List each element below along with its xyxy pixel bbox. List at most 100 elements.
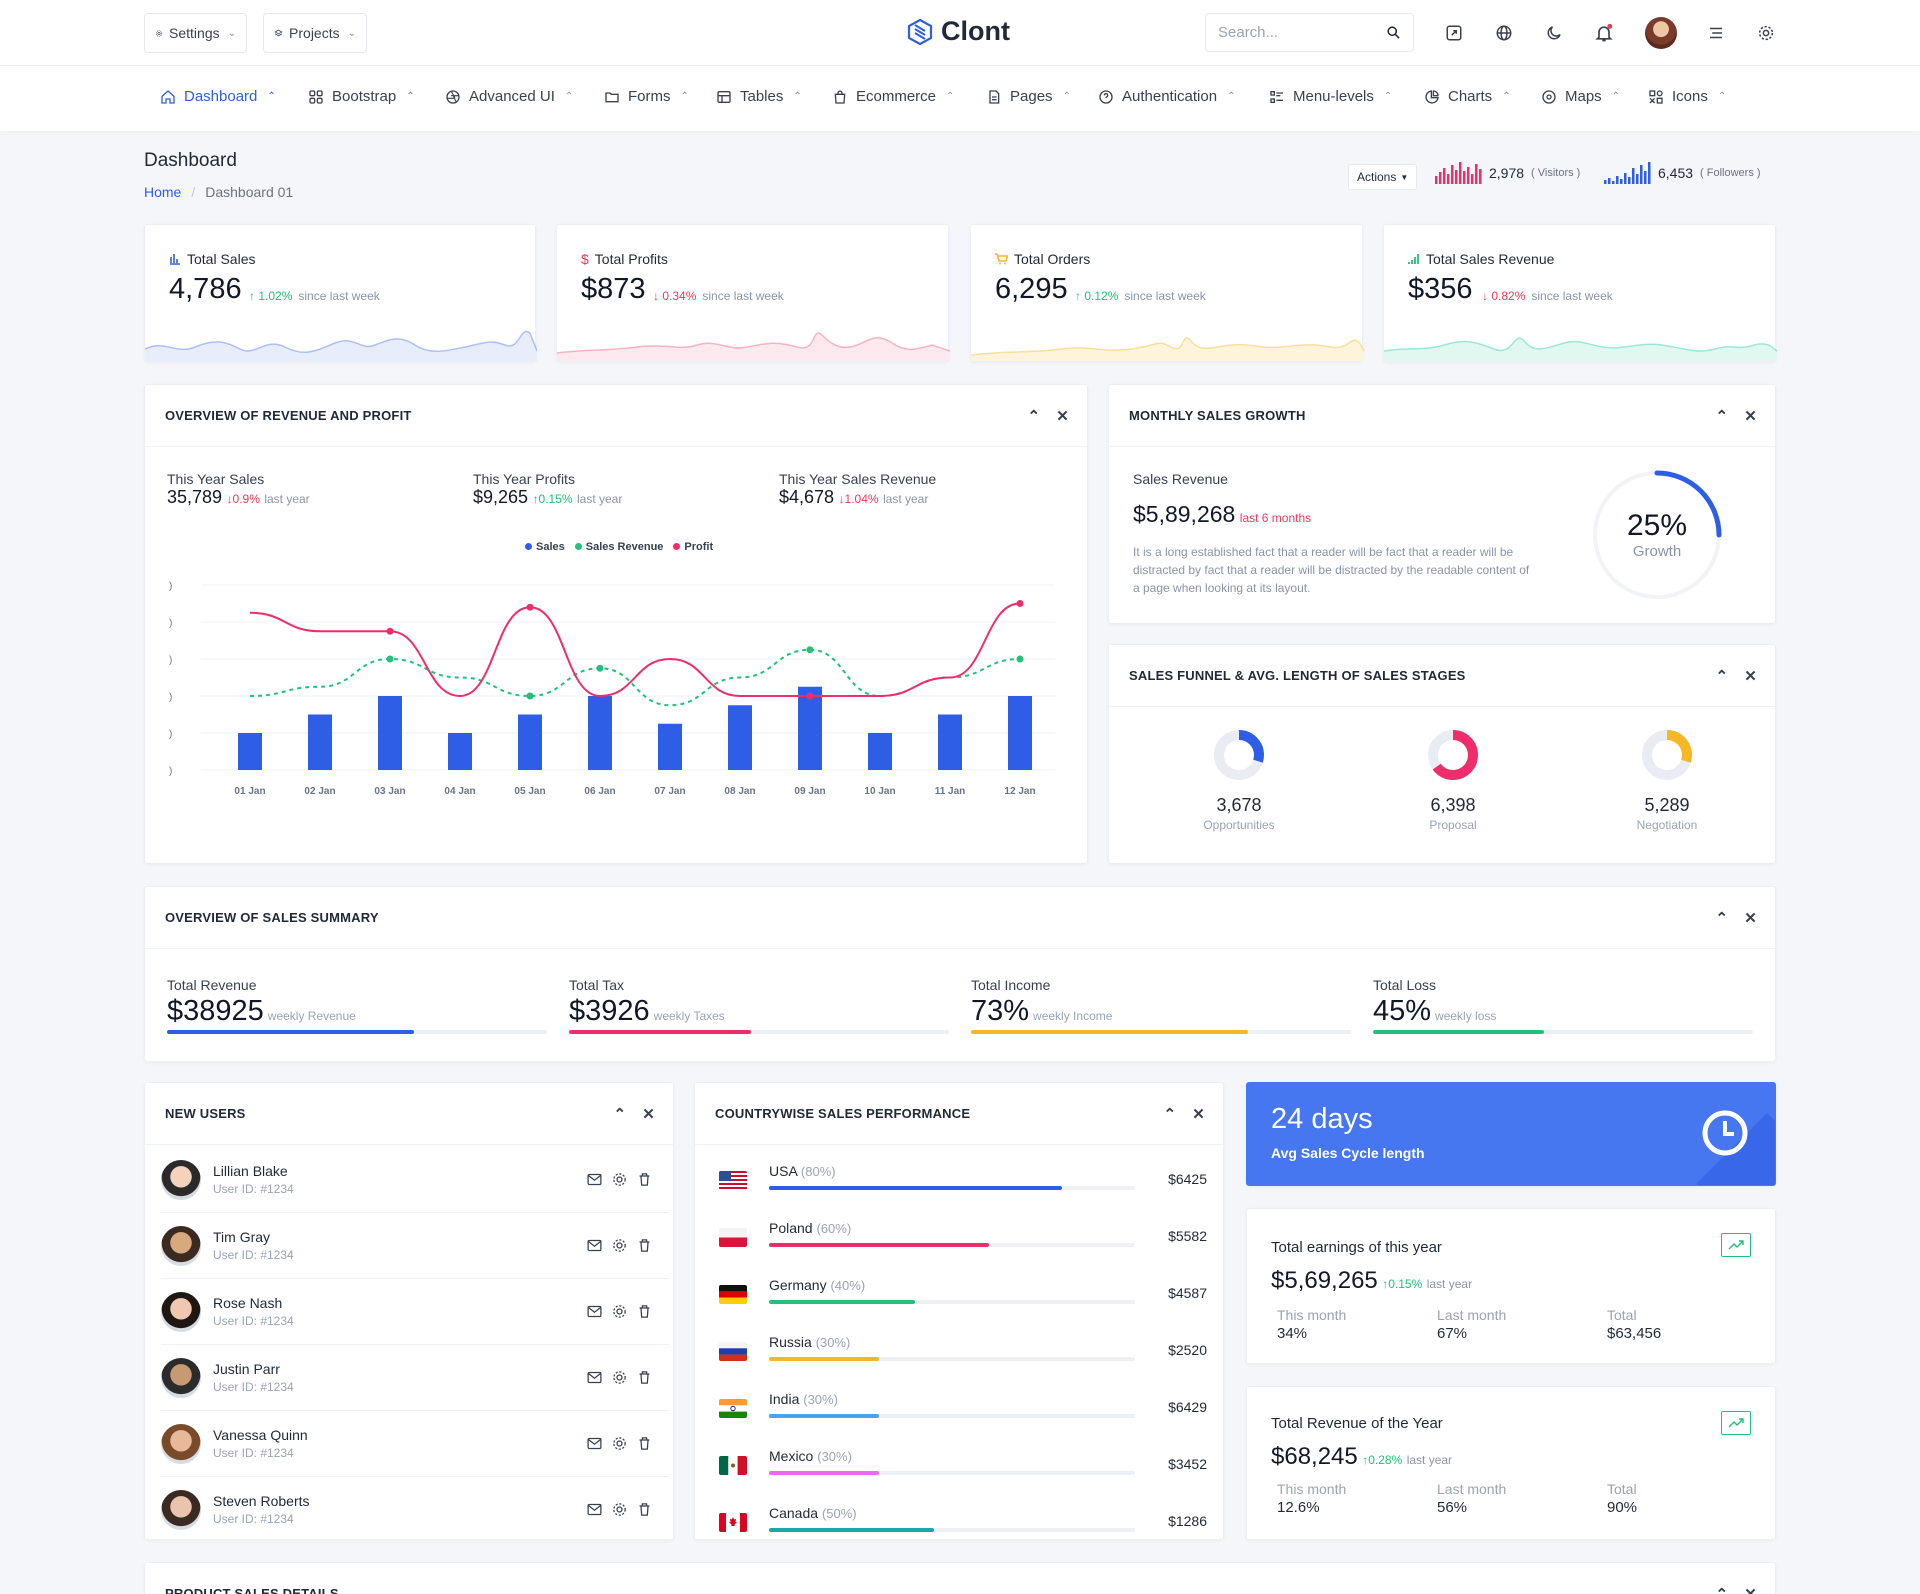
bar-sales[interactable]	[308, 714, 332, 771]
menu-icon[interactable]	[1703, 20, 1729, 46]
line-point[interactable]	[806, 646, 814, 654]
mail-icon[interactable]	[586, 1303, 603, 1320]
nav-forms[interactable]: Forms ⌃	[604, 88, 689, 105]
bell-icon[interactable]	[1591, 20, 1617, 46]
nav-menu-levels[interactable]: Menu-levels ⌃	[1269, 88, 1392, 105]
trend-button[interactable]	[1721, 1411, 1751, 1435]
mail-icon[interactable]	[586, 1501, 603, 1518]
close-icon[interactable]: ✕	[1744, 668, 1757, 685]
country-row[interactable]: India (30%) $6429	[715, 1383, 1207, 1440]
trash-icon[interactable]	[636, 1171, 653, 1188]
line-point[interactable]	[526, 692, 534, 700]
bar-sales[interactable]	[938, 714, 962, 771]
line-point[interactable]	[526, 603, 534, 611]
trash-icon[interactable]	[636, 1435, 653, 1452]
close-icon[interactable]: ✕	[1744, 1585, 1757, 1594]
bar-sales[interactable]	[518, 714, 542, 771]
nav-charts[interactable]: Charts ⌃	[1424, 88, 1511, 105]
user-avatar[interactable]	[161, 1423, 201, 1464]
legend-sales[interactable]: Sales	[525, 541, 565, 553]
country-row[interactable]: USA (80%) $6425	[715, 1155, 1207, 1212]
trash-icon[interactable]	[636, 1237, 653, 1254]
bar-sales[interactable]	[798, 686, 822, 770]
country-row[interactable]: Mexico (30%) $3452	[715, 1440, 1207, 1497]
mail-icon[interactable]	[586, 1435, 603, 1452]
brand-logo[interactable]: Clont	[907, 16, 1010, 47]
collapse-icon[interactable]: ⌃	[1027, 408, 1041, 425]
close-icon[interactable]: ✕	[1744, 408, 1757, 425]
search-icon[interactable]	[1386, 25, 1401, 40]
collapse-icon[interactable]: ⌃	[1715, 910, 1729, 927]
collapse-icon[interactable]: ⌃	[1715, 668, 1729, 685]
trend-button[interactable]	[1721, 1233, 1751, 1257]
nav-bootstrap[interactable]: Bootstrap ⌃	[308, 88, 415, 105]
legend-sales-revenue[interactable]: Sales Revenue	[574, 541, 663, 553]
mail-icon[interactable]	[586, 1171, 603, 1188]
user-row[interactable]: Lillian Blake User ID: #1234	[161, 1147, 669, 1213]
mail-icon[interactable]	[586, 1237, 603, 1254]
close-icon[interactable]: ✕	[1056, 408, 1069, 425]
line-point[interactable]	[1016, 600, 1024, 607]
bar-sales[interactable]	[728, 705, 752, 770]
nav-ecommerce[interactable]: Ecommerce ⌃	[832, 88, 954, 105]
gear-icon[interactable]	[611, 1501, 628, 1518]
projects-dropdown[interactable]: Projects ⌄	[263, 13, 367, 53]
close-icon[interactable]: ✕	[1744, 910, 1757, 927]
user-row[interactable]: Vanessa Quinn User ID: #1234	[161, 1411, 669, 1477]
user-avatar[interactable]	[161, 1159, 201, 1200]
nav-pages[interactable]: Pages ⌃	[986, 88, 1071, 105]
actions-dropdown[interactable]: Actions ▼	[1348, 164, 1418, 190]
breadcrumb-home[interactable]: Home	[144, 184, 182, 200]
bar-sales[interactable]	[378, 696, 402, 770]
line-point[interactable]	[386, 655, 394, 663]
close-icon[interactable]: ✕	[642, 1106, 655, 1123]
close-icon[interactable]: ✕	[1192, 1106, 1205, 1123]
trash-icon[interactable]	[636, 1501, 653, 1518]
gear-icon[interactable]	[1753, 20, 1779, 46]
country-row[interactable]: Canada (50%) $1286	[715, 1497, 1207, 1554]
collapse-icon[interactable]: ⌃	[1163, 1106, 1177, 1123]
bar-sales[interactable]	[658, 723, 682, 770]
line-point[interactable]	[1016, 655, 1024, 663]
line-point[interactable]	[596, 664, 604, 672]
country-row[interactable]: Germany (40%) $4587	[715, 1269, 1207, 1326]
search-box[interactable]	[1205, 13, 1414, 52]
nav-dashboard[interactable]: Dashboard ⌃	[160, 88, 276, 105]
bar-sales[interactable]	[448, 733, 472, 770]
user-row[interactable]: Steven Roberts User ID: #1234	[161, 1477, 669, 1543]
user-avatar[interactable]	[1645, 17, 1677, 49]
globe-icon[interactable]	[1491, 20, 1517, 46]
trash-icon[interactable]	[636, 1369, 653, 1386]
user-row[interactable]: Rose Nash User ID: #1234	[161, 1279, 669, 1345]
nav-authentication[interactable]: Authentication ⌃	[1098, 88, 1235, 105]
gear-icon[interactable]	[611, 1435, 628, 1452]
bar-sales[interactable]	[238, 733, 262, 770]
user-avatar[interactable]	[161, 1489, 201, 1530]
gear-icon[interactable]	[611, 1237, 628, 1254]
user-row[interactable]: Tim Gray User ID: #1234	[161, 1213, 669, 1279]
moon-icon[interactable]	[1541, 20, 1567, 46]
gear-icon[interactable]	[611, 1171, 628, 1188]
line-point[interactable]	[386, 627, 394, 635]
user-avatar[interactable]	[161, 1291, 201, 1332]
nav-tables[interactable]: Tables ⌃	[716, 88, 802, 105]
collapse-icon[interactable]: ⌃	[613, 1106, 627, 1123]
trash-icon[interactable]	[636, 1303, 653, 1320]
mail-icon[interactable]	[586, 1369, 603, 1386]
country-row[interactable]: Russia (30%) $2520	[715, 1326, 1207, 1383]
user-avatar[interactable]	[161, 1357, 201, 1398]
user-avatar[interactable]	[161, 1225, 201, 1266]
collapse-icon[interactable]: ⌃	[1715, 1585, 1728, 1594]
gear-icon[interactable]	[611, 1303, 628, 1320]
user-row[interactable]: Justin Parr User ID: #1234	[161, 1345, 669, 1411]
nav-maps[interactable]: Maps ⌃	[1541, 88, 1620, 105]
search-input[interactable]	[1218, 24, 1378, 41]
nav-icons[interactable]: Icons ⌃	[1648, 88, 1726, 105]
collapse-icon[interactable]: ⌃	[1715, 408, 1729, 425]
settings-dropdown[interactable]: Settings ⌄	[144, 13, 247, 53]
bar-sales[interactable]	[1008, 696, 1032, 770]
legend-profit[interactable]: Profit	[673, 541, 713, 553]
line-point[interactable]	[806, 692, 814, 700]
bar-sales[interactable]	[588, 696, 612, 770]
country-row[interactable]: Poland (60%) $5582	[715, 1212, 1207, 1269]
